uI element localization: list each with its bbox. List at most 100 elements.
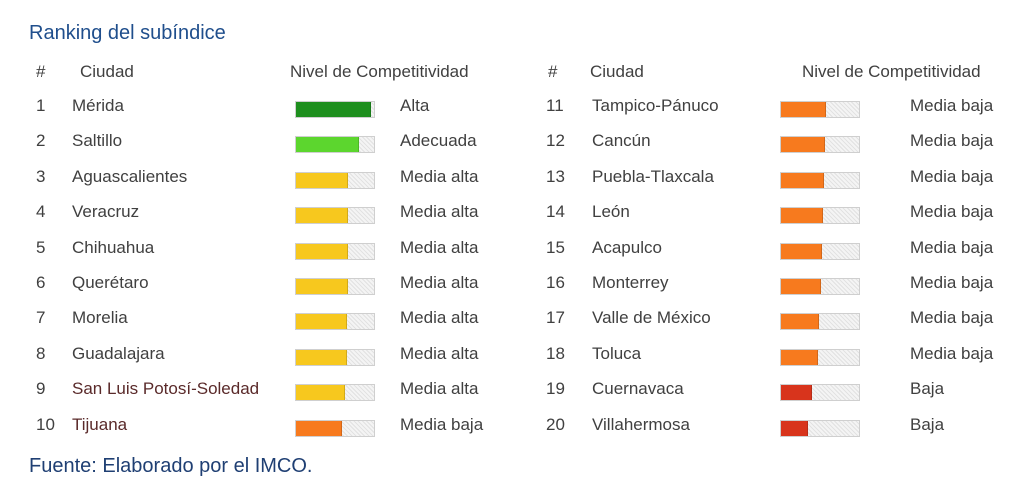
level-label: Alta <box>400 96 430 115</box>
bar-fill <box>296 385 345 401</box>
level-label: Media baja <box>910 237 994 257</box>
level-label: Media alta <box>400 237 479 257</box>
level-label: Media baja <box>910 202 994 222</box>
rank-number: 20 <box>546 414 565 434</box>
bar-fill <box>296 349 347 365</box>
bar-track <box>295 419 375 437</box>
table-row: 3 Aguascalientes Media alta <box>0 160 510 195</box>
rank-number: 3 <box>36 166 46 186</box>
city-name: Cuernavaca <box>592 379 684 399</box>
level-label: Baja <box>910 379 945 399</box>
bar-track <box>780 171 860 189</box>
chart-title: Ranking del subíndice <box>29 22 226 44</box>
rank-number: 1 <box>36 96 46 115</box>
bar-track <box>780 384 860 402</box>
rank-number: 18 <box>546 343 565 363</box>
table-row: 8 Guadalajara Media alta <box>0 337 510 372</box>
table-row: 6 Querétaro Media alta <box>0 266 510 301</box>
level-label: Media baja <box>910 96 994 115</box>
table-row: 9 San Luis Potosí-Soledad Media alta <box>0 372 510 407</box>
level-label: Media alta <box>400 308 479 328</box>
rank-number: 13 <box>546 166 565 186</box>
level-label: Media baja <box>910 273 994 292</box>
table-row: 7 Morelia Media alta <box>0 301 510 336</box>
rank-number: 10 <box>36 414 55 434</box>
level-label: Media alta <box>400 343 479 363</box>
header-rank: # <box>548 62 558 81</box>
bar-track <box>780 348 860 366</box>
bar-fill <box>296 420 342 436</box>
table-row: 18 Toluca Media baja <box>510 337 1020 372</box>
level-label: Media alta <box>400 273 479 292</box>
level-label: Media baja <box>910 131 994 151</box>
header-city: Ciudad <box>590 62 644 81</box>
level-label: Media alta <box>400 379 479 399</box>
bar-fill <box>781 420 808 436</box>
bar-fill <box>781 314 819 330</box>
table-row: 15 Acapulco Media baja <box>510 231 1020 266</box>
bar-fill <box>296 243 348 259</box>
source-note: Fuente: Elaborado por el IMCO. <box>29 455 313 477</box>
city-name: Toluca <box>592 343 642 363</box>
bar-fill <box>296 279 348 294</box>
bar-track <box>780 278 860 295</box>
bar-fill <box>781 385 812 401</box>
city-name: Chihuahua <box>72 237 155 257</box>
table-row: 12 Cancún Media baja <box>510 124 1020 159</box>
bar-track <box>780 313 860 331</box>
bar-fill <box>296 172 348 188</box>
table-row: 5 Chihuahua Media alta <box>0 231 510 266</box>
rank-number: 2 <box>36 131 46 151</box>
rank-number: 14 <box>546 202 565 222</box>
bar-track <box>295 384 375 402</box>
city-name: Acapulco <box>592 237 662 257</box>
header-city: Ciudad <box>80 62 134 81</box>
rank-number: 15 <box>546 237 565 257</box>
rank-number: 11 <box>546 96 564 115</box>
table-row: 4 Veracruz Media alta <box>0 195 510 230</box>
bar-track <box>780 419 860 437</box>
bar-track <box>295 348 375 366</box>
level-label: Media baja <box>910 343 994 363</box>
bar-track <box>780 101 860 118</box>
city-name: Mérida <box>72 96 124 115</box>
table-row: 16 Monterrey Media baja <box>510 266 1020 301</box>
level-label: Baja <box>910 414 945 434</box>
rank-number: 16 <box>546 273 565 292</box>
bar-track <box>780 207 860 225</box>
bar-fill <box>781 137 825 153</box>
rank-number: 8 <box>36 343 46 363</box>
table-row: 17 Valle de México Media baja <box>510 301 1020 336</box>
bar-track <box>295 278 375 295</box>
bar-fill <box>296 137 359 153</box>
city-name: San Luis Potosí-Soledad <box>72 379 260 399</box>
bar-track <box>295 101 375 118</box>
rank-number: 5 <box>36 237 46 257</box>
bar-fill <box>781 349 818 365</box>
bar-fill <box>296 314 347 330</box>
bar-track <box>780 136 860 154</box>
bar-fill <box>781 208 823 224</box>
city-name: Aguascalientes <box>72 166 188 186</box>
city-name: Valle de México <box>592 308 711 328</box>
header-level: Nivel de Competitividad <box>290 62 469 81</box>
bar-fill <box>781 243 822 259</box>
table-row: 19 Cuernavaca Baja <box>510 372 1020 407</box>
table-row: 20 Villahermosa Baja <box>510 408 1020 443</box>
table-row: 13 Puebla-Tlaxcala Media baja <box>510 160 1020 195</box>
bar-track <box>295 136 375 154</box>
bar-track <box>295 207 375 225</box>
bar-fill <box>296 102 371 117</box>
bar-fill <box>781 102 826 117</box>
bar-track <box>295 313 375 331</box>
level-label: Media alta <box>400 166 479 186</box>
bar-fill <box>781 172 824 188</box>
table-row: 2 Saltillo Adecuada <box>0 124 510 159</box>
city-name: Villahermosa <box>592 414 690 434</box>
header-level: Nivel de Competitividad <box>802 62 981 81</box>
rank-number: 6 <box>36 273 46 292</box>
city-name: Monterrey <box>592 273 669 292</box>
rank-number: 19 <box>546 379 565 399</box>
table-row: 11 Tampico-Pánuco Media baja <box>510 89 1020 124</box>
city-name: Saltillo <box>72 131 123 151</box>
